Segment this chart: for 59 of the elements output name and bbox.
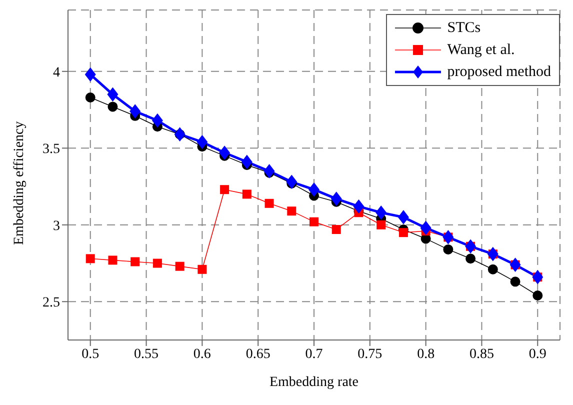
point [86, 254, 95, 264]
legend-label: proposed method [447, 63, 551, 82]
point [398, 228, 408, 238]
point [108, 102, 118, 112]
point [310, 217, 318, 226]
point [130, 104, 141, 118]
point [376, 220, 386, 230]
point [443, 244, 454, 254]
x-tick-label: 0.6 [193, 346, 211, 362]
point [420, 220, 432, 236]
y-tick-label: 2.5 [42, 296, 60, 311]
point [196, 134, 208, 150]
x-tick-label: 0.9 [528, 346, 546, 362]
point [286, 174, 298, 190]
x-tick-label: 0.8 [417, 346, 435, 362]
point [241, 154, 252, 170]
point [308, 182, 320, 197]
x-tick-label: 0.75 [358, 346, 382, 362]
point [487, 246, 498, 262]
point [376, 205, 387, 220]
point [264, 164, 275, 178]
legend-label: STCs [447, 19, 481, 38]
x-axis-title: Embedding rate [269, 375, 359, 390]
point [488, 264, 498, 274]
legend-label: Wang et al. [447, 41, 515, 60]
x-tick-label: 0.65 [246, 346, 270, 362]
point [510, 276, 520, 287]
point [198, 264, 207, 274]
point [287, 206, 296, 216]
point [466, 254, 476, 264]
point [242, 190, 252, 199]
y-tick-label: 3.5 [42, 142, 60, 158]
y-tick-label: 3 [53, 218, 60, 234]
point [510, 258, 521, 272]
point [152, 258, 162, 268]
x-tick-label: 0.55 [134, 346, 159, 362]
point [330, 192, 342, 206]
point [264, 198, 274, 208]
point [398, 210, 409, 224]
point [353, 199, 364, 214]
point [84, 67, 96, 82]
point [532, 290, 543, 300]
point [332, 224, 341, 234]
x-tick-label: 0.7 [305, 346, 323, 362]
x-tick-label: 0.85 [469, 346, 494, 362]
y-tick-label: 4 [53, 65, 60, 80]
point [175, 262, 184, 271]
point [219, 146, 230, 160]
y-axis-title: Embedding efficiency [12, 121, 27, 245]
point [108, 256, 118, 265]
point [85, 92, 96, 102]
point [442, 230, 454, 244]
point [107, 87, 118, 102]
x-tick-label: 0.5 [82, 346, 100, 362]
point [130, 257, 140, 266]
point [152, 113, 163, 128]
point [220, 185, 230, 194]
point [532, 270, 544, 284]
point [465, 239, 476, 254]
